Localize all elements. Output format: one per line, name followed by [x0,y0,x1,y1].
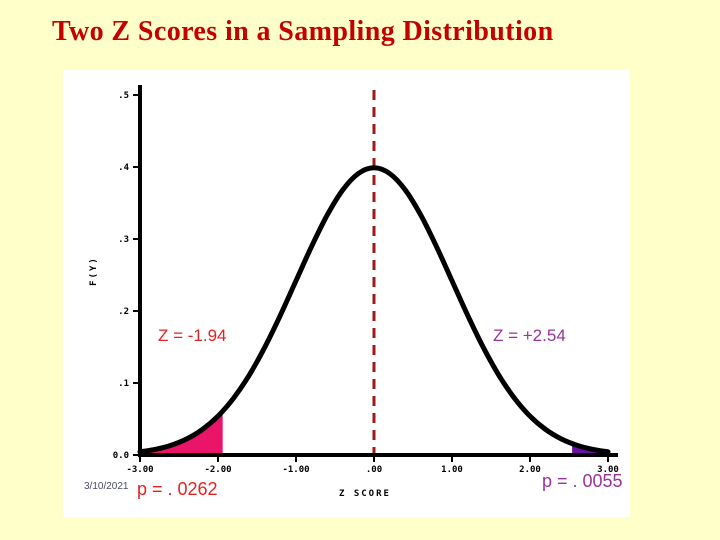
svg-text:.5: .5 [118,91,129,101]
y-axis-label: F(Y) [88,256,99,286]
svg-text:.4: .4 [118,163,129,173]
svg-text:3.00: 3.00 [597,465,619,475]
svg-text:2.00: 2.00 [519,465,541,475]
svg-text:1.00: 1.00 [441,465,463,475]
page-title: Two Z Scores in a Sampling Distribution [52,16,554,47]
svg-text:-2.00: -2.00 [204,465,231,475]
svg-text:-1.00: -1.00 [282,465,309,475]
svg-text:0.0: 0.0 [113,451,129,461]
svg-text:.1: .1 [118,379,129,389]
right-z-annotation: Z = +2.54 [493,326,566,345]
svg-text:.2: .2 [118,307,129,317]
svg-text:.3: .3 [118,235,129,245]
slide-date: 3/10/2021 [84,481,129,492]
chart-panel: 0.0 .1 .2 .3 .4 .5 -3.00 -2.00 -1.00 .00 1.00 2.00 3… [63,70,630,517]
svg-text:-3.00: -3.00 [126,465,153,475]
svg-text:.00: .00 [366,465,382,475]
left-z-annotation: Z = -1.94 [158,326,227,345]
x-axis-label: Z SCORE [339,489,391,499]
right-p-annotation: p = . 0055 [542,471,623,491]
normal-distribution-chart: 0.0 .1 .2 .3 .4 .5 -3.00 -2.00 -1.00 .00 1.00 2.00 3… [113,85,619,475]
left-p-annotation: p = . 0262 [137,479,218,499]
